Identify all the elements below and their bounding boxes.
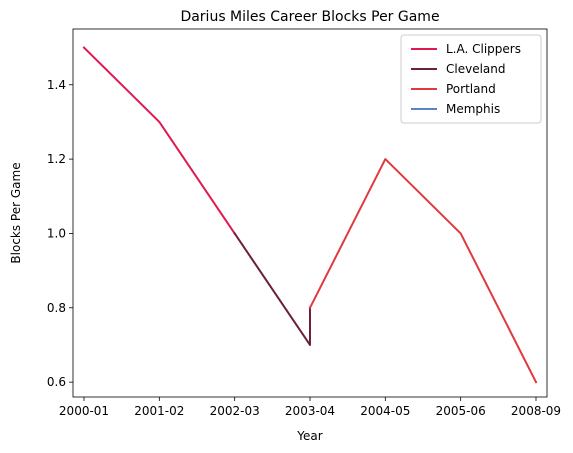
series-line-1 — [233, 232, 311, 346]
x-tick-label: 2004-05 — [360, 404, 410, 418]
legend-label: Portland — [446, 82, 496, 96]
x-tick-label: 2008-09 — [511, 404, 561, 418]
x-tick-label: 2000-01 — [59, 404, 109, 418]
y-tick-label: 0.8 — [47, 301, 66, 315]
x-axis: 2000-01 2001-02 2002-03 2003-04 2004-05 2005-… — [59, 397, 561, 418]
x-tick-label: 2003-04 — [285, 404, 335, 418]
y-axis-label: Blocks Per Game — [9, 162, 23, 263]
x-axis-label: Year — [296, 429, 322, 443]
legend-label: Memphis — [446, 102, 500, 116]
legend-box — [400, 34, 542, 124]
y-tick-label: 0.6 — [47, 375, 66, 389]
series-line-0 — [82, 46, 237, 235]
series-layer — [82, 46, 538, 384]
x-tick-label: 2002-03 — [210, 404, 260, 418]
x-tick-label: 2005-06 — [436, 404, 486, 418]
x-tick-label: 2001-02 — [134, 404, 184, 418]
chart-title: Darius Miles Career Blocks Per Game — [180, 9, 439, 25]
series-line-2 — [308, 158, 538, 384]
y-tick-label: 1.4 — [47, 78, 66, 92]
legend: L.A. Clippers Cleveland Portland Memphis — [400, 34, 542, 124]
y-axis: 0.6 0.8 1.0 1.2 1.4 — [47, 78, 73, 389]
legend-label: L.A. Clippers — [446, 42, 521, 56]
y-tick-label: 1.2 — [47, 152, 66, 166]
y-tick-label: 1.0 — [47, 226, 66, 240]
legend-label: Cleveland — [446, 62, 506, 76]
